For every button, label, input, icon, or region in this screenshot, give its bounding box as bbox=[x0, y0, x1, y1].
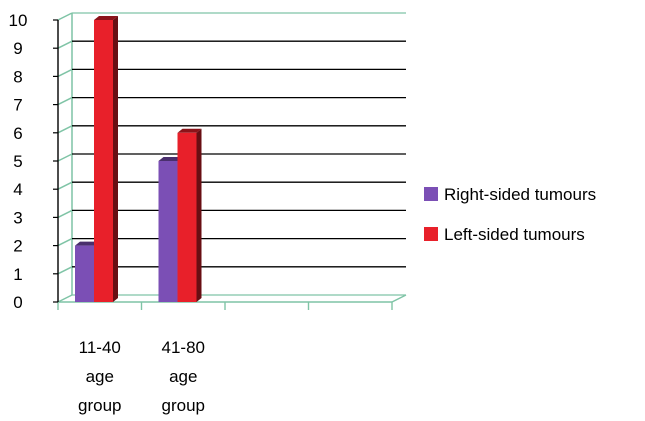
gridline-depth bbox=[57, 266, 73, 275]
bar-top bbox=[158, 157, 183, 161]
bar bbox=[75, 245, 94, 302]
y-tick-label: 8 bbox=[13, 67, 22, 86]
x-category-labels: 11-40 age group 41-80 age group bbox=[78, 338, 205, 415]
gridline-depth bbox=[57, 40, 73, 49]
bar bbox=[158, 161, 178, 302]
legend: Right-sided tumours Left-sided tumours bbox=[424, 185, 596, 244]
bar-side bbox=[196, 128, 202, 302]
x-category-label: 41-80 age group bbox=[162, 338, 205, 415]
gridline-depth bbox=[57, 125, 73, 134]
gridline-depth bbox=[57, 181, 73, 190]
legend-label: Left-sided tumours bbox=[444, 225, 585, 244]
bar bbox=[177, 132, 197, 302]
gridline-depth bbox=[57, 237, 73, 247]
gridline-depth bbox=[57, 153, 73, 162]
bar-top bbox=[94, 16, 118, 20]
legend-swatch bbox=[424, 227, 438, 241]
bar bbox=[94, 20, 113, 302]
legend-swatch bbox=[424, 187, 438, 201]
y-tick-label: 9 bbox=[13, 39, 22, 58]
y-tick-label: 4 bbox=[13, 180, 22, 199]
gridline-depth bbox=[57, 96, 73, 106]
x-category-label: 11-40 age group bbox=[78, 338, 121, 415]
gridlines bbox=[57, 12, 406, 303]
y-tick-labels: 0 1 2 3 4 5 6 7 8 9 10 bbox=[9, 11, 28, 312]
axes bbox=[53, 19, 407, 310]
y-tick-label: 2 bbox=[13, 237, 22, 256]
gridline-depth bbox=[57, 294, 73, 303]
y-tick-label: 1 bbox=[13, 265, 22, 284]
y-tick-label: 3 bbox=[13, 208, 22, 227]
bar-top bbox=[177, 128, 202, 133]
gridline-depth bbox=[57, 209, 73, 219]
y-tick-label: 0 bbox=[13, 293, 22, 312]
y-tick-label: 7 bbox=[13, 96, 22, 115]
floor-right-edge bbox=[391, 294, 407, 303]
y-tick-label: 6 bbox=[13, 124, 22, 143]
bar-side bbox=[113, 16, 118, 302]
y-tick-label: 5 bbox=[13, 152, 22, 171]
bar-top bbox=[75, 241, 99, 246]
bars bbox=[75, 16, 202, 302]
y-tick-label: 10 bbox=[9, 11, 28, 30]
legend-label: Right-sided tumours bbox=[444, 185, 596, 204]
gridline-depth bbox=[57, 68, 73, 78]
gridline-depth bbox=[57, 12, 73, 21]
